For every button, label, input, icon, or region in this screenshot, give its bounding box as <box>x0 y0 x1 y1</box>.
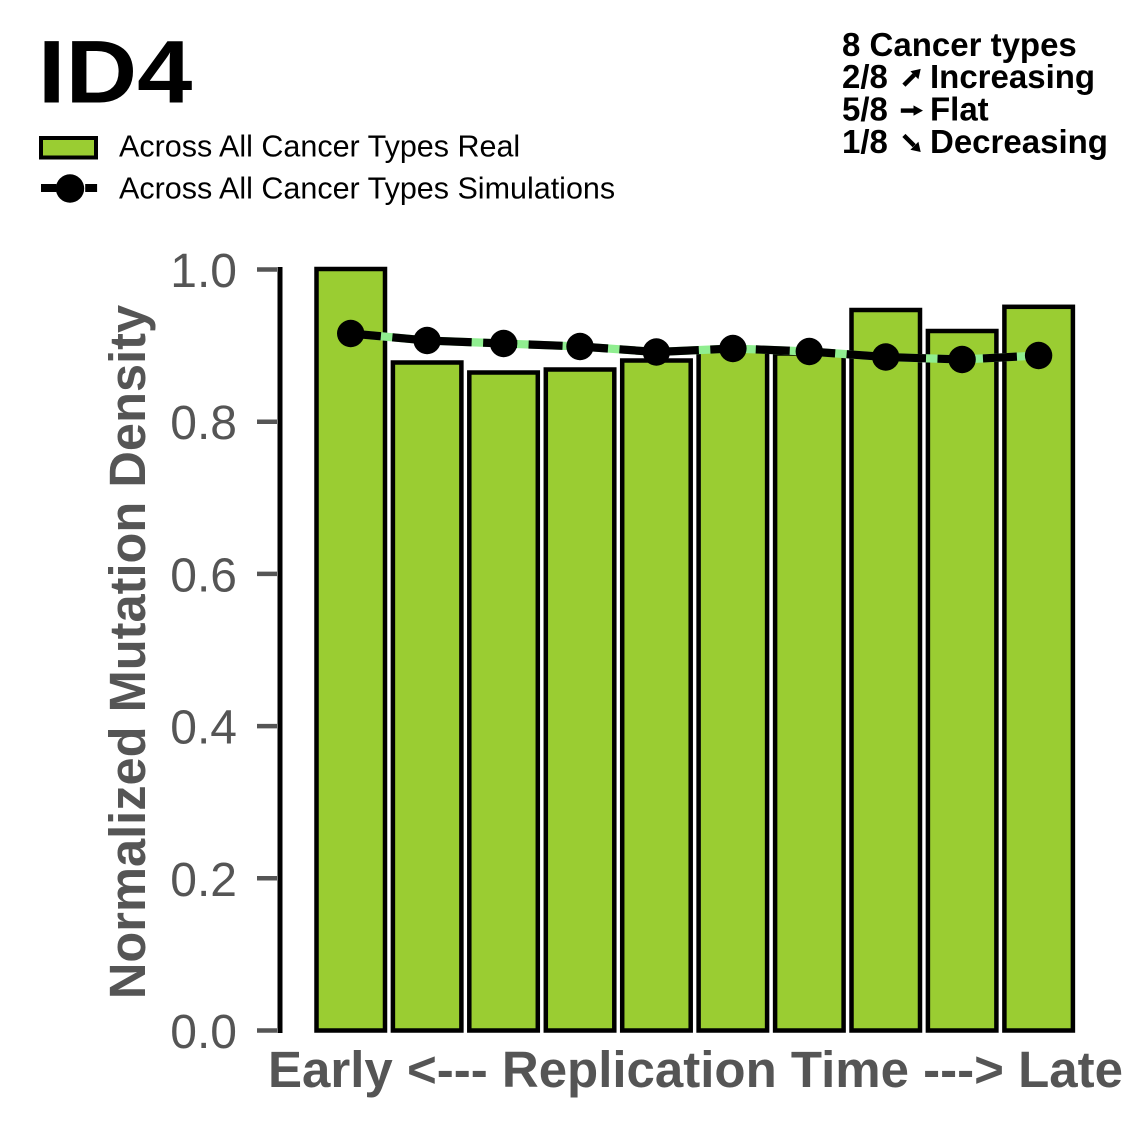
svg-text:Across All Cancer Types Real: Across All Cancer Types Real <box>119 130 520 164</box>
svg-text:5/8: 5/8 <box>842 91 888 128</box>
svg-text:ID4: ID4 <box>38 22 192 121</box>
svg-text:0.4: 0.4 <box>170 702 237 755</box>
svg-text:2/8: 2/8 <box>842 58 888 95</box>
svg-text:Flat: Flat <box>930 91 989 128</box>
svg-text:0.0: 0.0 <box>170 1006 237 1059</box>
svg-text:1/8: 1/8 <box>842 123 888 160</box>
svg-text:Decreasing: Decreasing <box>930 123 1108 160</box>
svg-text:1.0: 1.0 <box>170 245 237 298</box>
svg-text:Across All Cancer Types Simula: Across All Cancer Types Simulations <box>119 172 615 206</box>
svg-text:Increasing: Increasing <box>930 58 1095 95</box>
svg-text:0.8: 0.8 <box>170 397 237 450</box>
svg-text:Early <--- Replication Time --: Early <--- Replication Time ---> Late <box>268 1041 1123 1098</box>
svg-text:Normalized Mutation Density: Normalized Mutation Density <box>99 305 156 999</box>
svg-text:8 Cancer types: 8 Cancer types <box>842 26 1077 63</box>
svg-text:0.2: 0.2 <box>170 854 237 907</box>
svg-text:0.6: 0.6 <box>170 549 237 602</box>
